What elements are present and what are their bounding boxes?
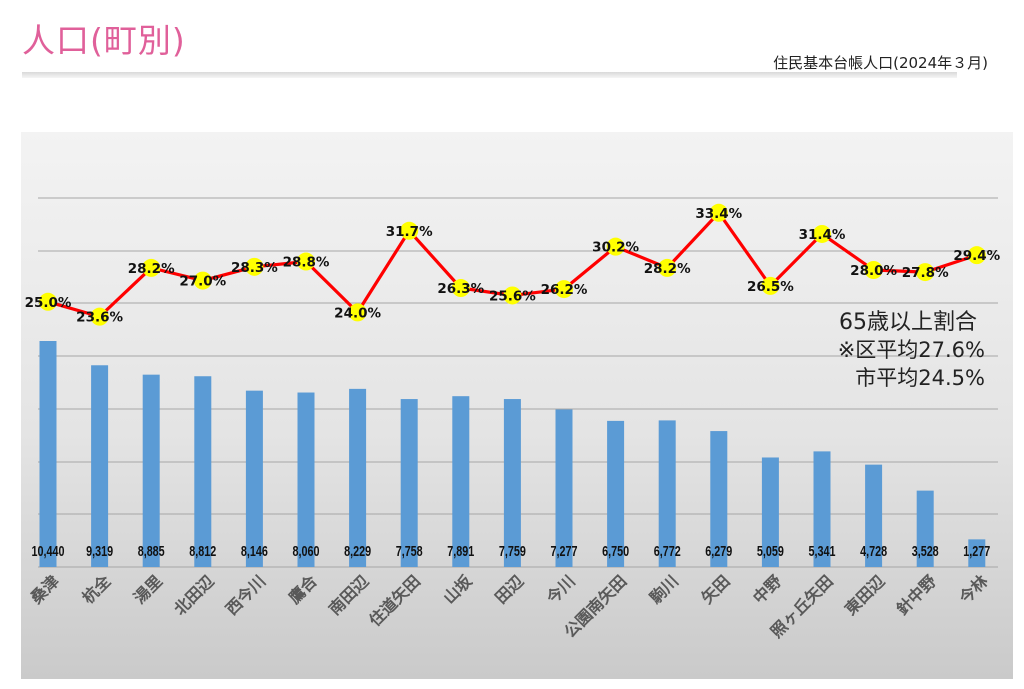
bar-value-label: 8,812 bbox=[189, 542, 216, 559]
bar-value-label: 10,440 bbox=[32, 542, 65, 559]
line-marker bbox=[761, 276, 780, 295]
line-marker bbox=[451, 279, 470, 298]
line-marker bbox=[348, 303, 367, 322]
bar bbox=[91, 365, 109, 567]
line-series bbox=[39, 203, 986, 326]
line-marker bbox=[864, 261, 883, 279]
line-marker bbox=[503, 286, 522, 305]
bar bbox=[245, 390, 263, 567]
line-value-label: 26.2% bbox=[541, 282, 588, 298]
bar-value-label: 9,319 bbox=[86, 542, 113, 559]
line-value-label: 24.0% bbox=[334, 305, 381, 321]
line-marker bbox=[916, 263, 935, 282]
bar bbox=[142, 374, 160, 567]
bar bbox=[968, 539, 986, 567]
bar bbox=[710, 431, 728, 567]
bar-value-label: 8,885 bbox=[138, 542, 165, 559]
line-marker bbox=[606, 237, 625, 256]
line-value-label: 28.0% bbox=[850, 263, 897, 279]
bar-value-label: 8,146 bbox=[241, 542, 268, 559]
bar-value-label: 1,277 bbox=[963, 542, 990, 559]
line-value-label: 28.8% bbox=[283, 255, 330, 271]
line-marker bbox=[709, 203, 728, 222]
line-series-label: 65歳以上割合 bbox=[839, 310, 977, 335]
line-value-label: 28.2% bbox=[128, 261, 175, 277]
bar-value-label: 7,277 bbox=[551, 542, 578, 559]
line-value-label: 28.2% bbox=[644, 261, 691, 277]
bar-value-label: 7,891 bbox=[447, 542, 474, 559]
bar bbox=[916, 490, 934, 567]
line-value-label: 26.5% bbox=[747, 279, 794, 295]
line-marker bbox=[813, 224, 831, 243]
bar bbox=[349, 388, 367, 567]
bar-value-label: 5,341 bbox=[809, 542, 836, 559]
bar bbox=[813, 451, 831, 567]
ward-average-note: ※区平均27.6% bbox=[838, 338, 985, 362]
line-value-label: 29.4% bbox=[953, 248, 1000, 264]
bar-value-label: 8,229 bbox=[344, 542, 371, 559]
line-value-label: 27.0% bbox=[179, 274, 226, 290]
bar-value-label: 6,750 bbox=[602, 542, 629, 559]
bar-series bbox=[39, 341, 986, 567]
bar bbox=[761, 457, 779, 567]
title-divider bbox=[22, 72, 957, 78]
line-value-label: 31.4% bbox=[799, 227, 846, 243]
line-marker bbox=[555, 280, 573, 299]
bar-value-label: 6,279 bbox=[705, 542, 732, 559]
bar bbox=[503, 399, 521, 567]
bar-value-label: 7,759 bbox=[499, 542, 526, 559]
line-value-label: 31.7% bbox=[386, 224, 433, 240]
city-average-note: 市平均24.5% bbox=[855, 366, 985, 390]
bar bbox=[194, 376, 212, 567]
line-value-label: 23.6% bbox=[76, 310, 123, 326]
bar-value-label: 8,060 bbox=[293, 542, 320, 559]
line-value-label: 33.4% bbox=[695, 206, 742, 222]
line-marker bbox=[658, 258, 677, 277]
line-marker bbox=[400, 221, 419, 240]
bar-value-label: 5,059 bbox=[757, 542, 784, 559]
bar bbox=[607, 420, 625, 567]
line-marker bbox=[967, 246, 986, 265]
bar-value-label: 4,728 bbox=[860, 542, 887, 559]
bar bbox=[400, 399, 418, 567]
line-value-label: 26.3% bbox=[437, 281, 484, 297]
data-source-note: 住民基本台帳人口(2024年３月) bbox=[773, 54, 988, 72]
bar-value-label: 7,758 bbox=[396, 542, 423, 559]
bar-value-labels: 10,440 9,319 8,885 8,812 8,146 8,060 8,229 7,75… bbox=[32, 542, 991, 559]
bar-value-label: 6,772 bbox=[654, 542, 681, 559]
bar bbox=[39, 341, 57, 567]
line-value-label: 30.2% bbox=[592, 240, 639, 256]
bar bbox=[555, 409, 573, 567]
line-marker bbox=[90, 307, 109, 326]
bar bbox=[865, 464, 883, 567]
line-value-labels: 25.0%23.6%28.2%27.0%28.3% 28.8%24.0%31.7%… bbox=[25, 206, 1001, 326]
line-value-label: 28.3% bbox=[231, 260, 278, 276]
bar bbox=[452, 396, 470, 567]
bar bbox=[658, 420, 676, 567]
line-value-label: 27.8% bbox=[902, 265, 949, 281]
line-marker bbox=[245, 257, 264, 276]
line-marker bbox=[297, 252, 315, 271]
line-marker bbox=[39, 292, 57, 311]
line-value-label: 25.6% bbox=[489, 288, 536, 304]
bar-value-label: 3,528 bbox=[912, 542, 939, 559]
line-marker bbox=[193, 271, 212, 290]
line-marker bbox=[142, 258, 161, 277]
line-value-label: 25.0% bbox=[25, 295, 72, 311]
bar bbox=[297, 392, 315, 567]
page-title: 人口(町別) bbox=[22, 21, 186, 60]
